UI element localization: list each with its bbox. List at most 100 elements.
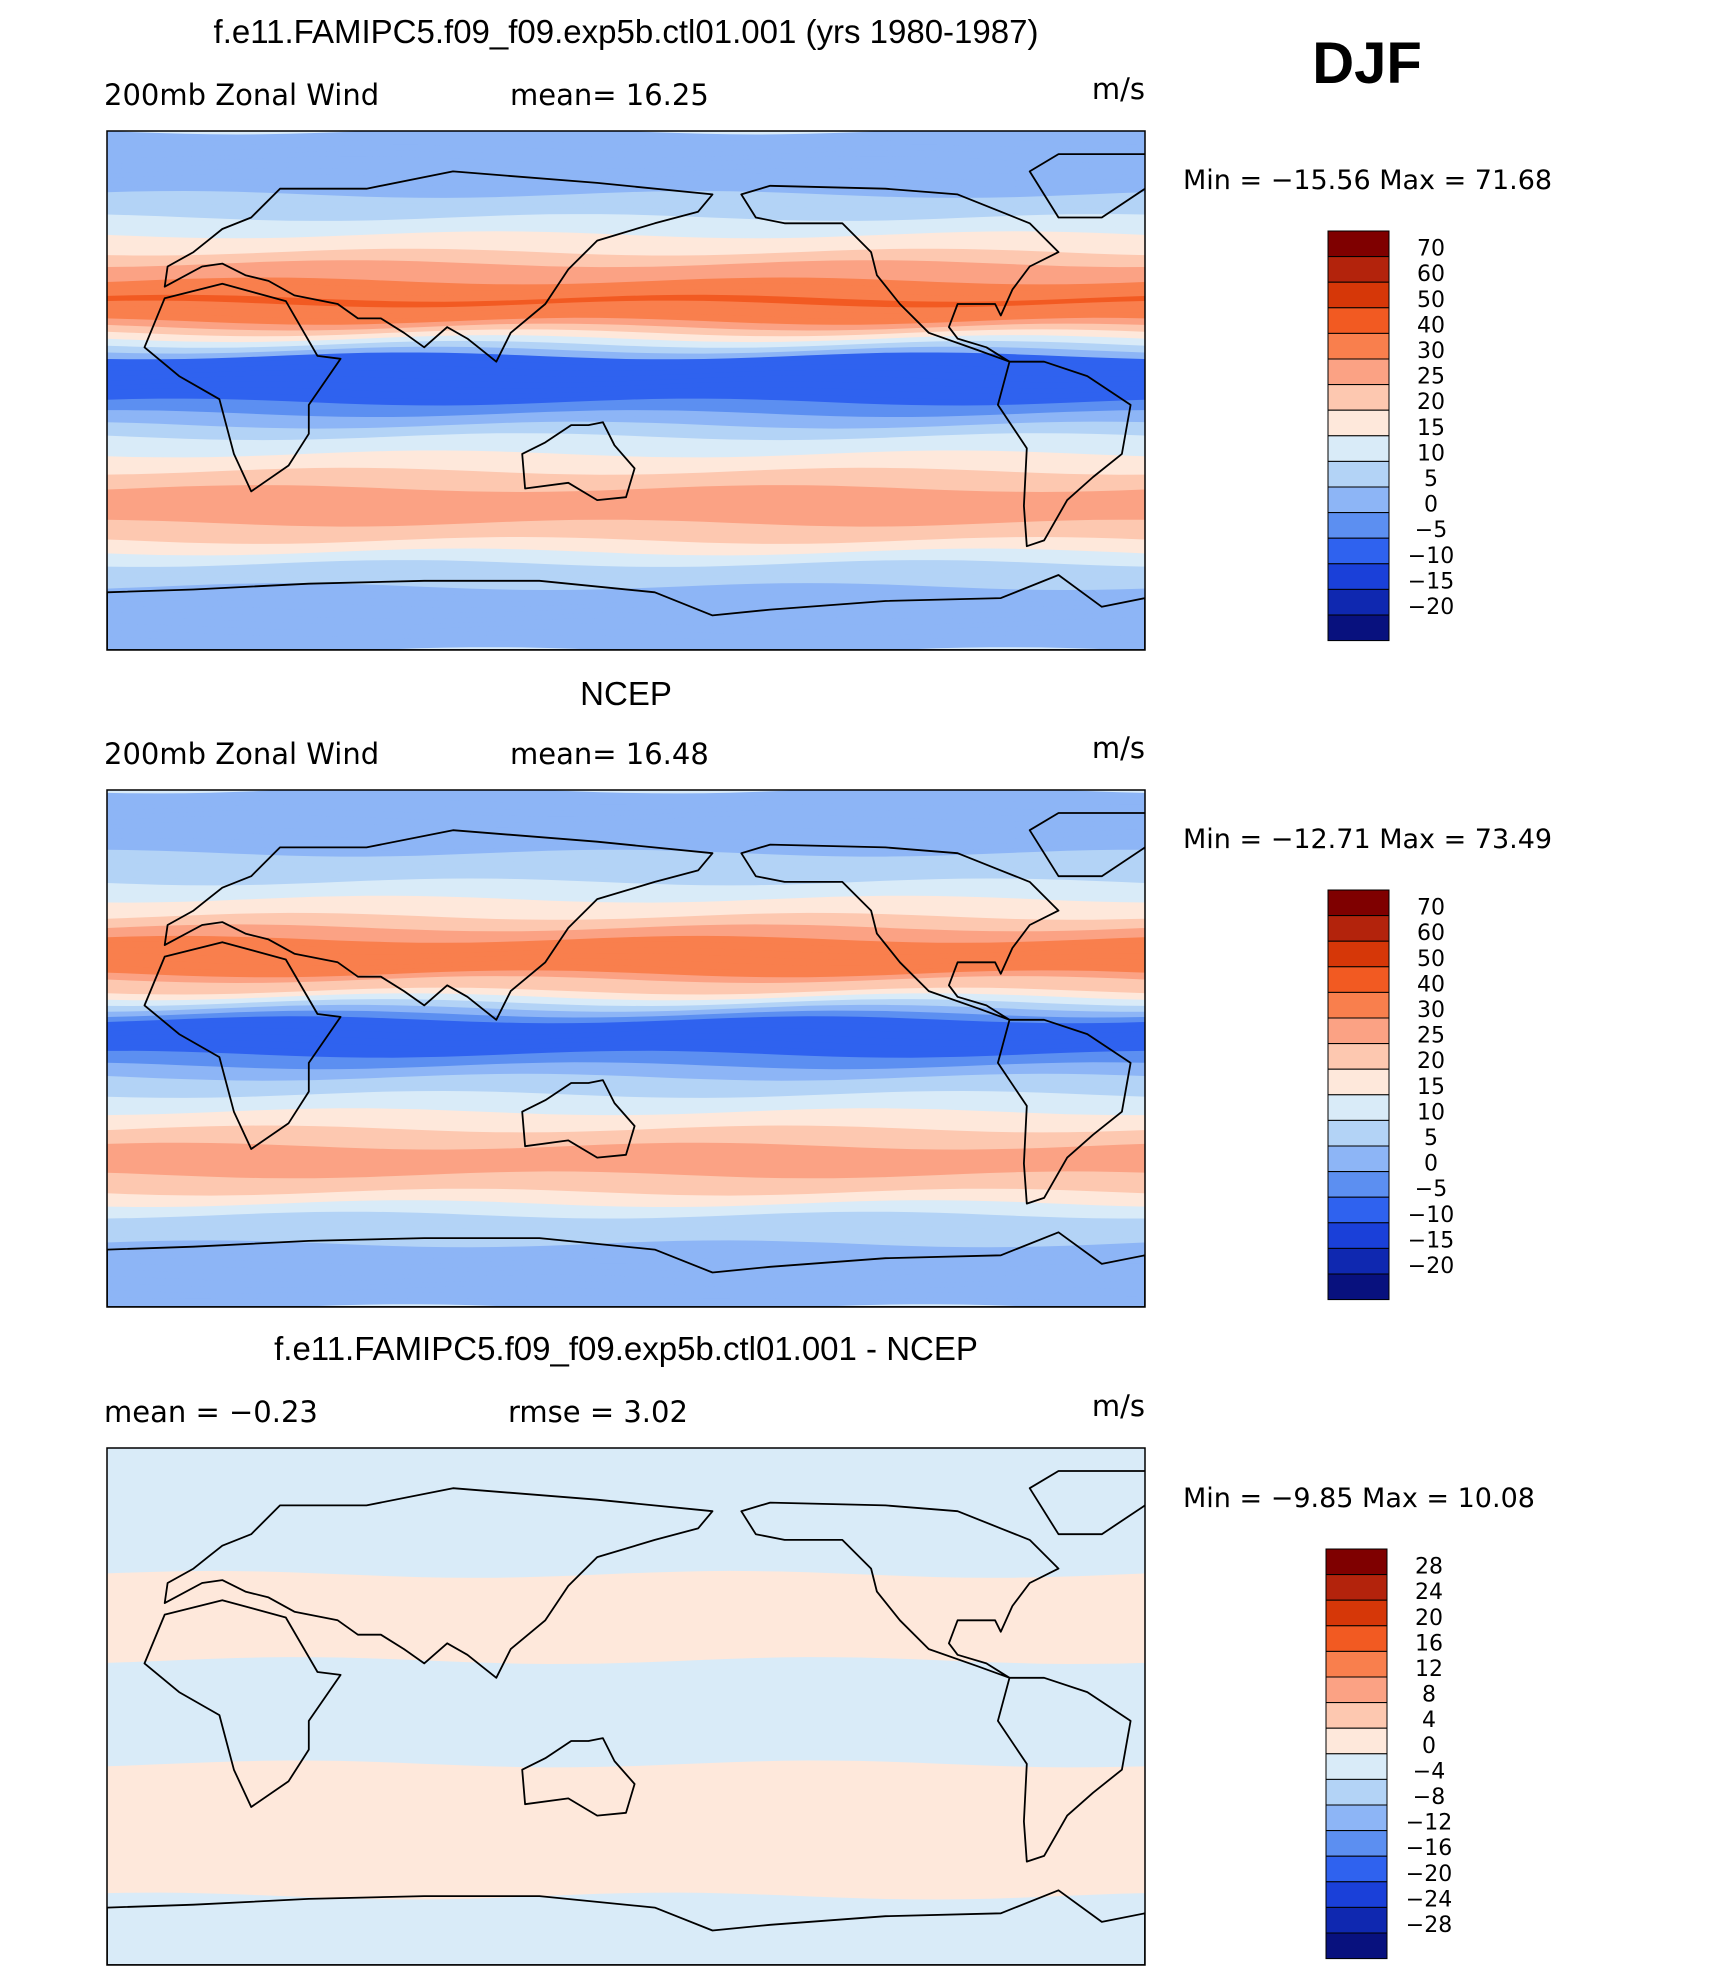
contour-band xyxy=(107,1685,1145,1699)
contour-band xyxy=(107,323,1145,337)
contour-band xyxy=(107,1927,1145,1941)
contour-band xyxy=(107,1932,1145,1947)
minmax-label: Min = −12.71 Max = 73.49 xyxy=(1183,824,1552,855)
contour-band xyxy=(107,1205,1145,1220)
contour-band xyxy=(107,872,1145,886)
colorbar-tick-label: −4 xyxy=(1413,1759,1445,1784)
coastline xyxy=(163,829,714,1021)
contour-band xyxy=(107,1251,1145,1266)
contour-band xyxy=(107,1079,1145,1093)
contour-band xyxy=(107,844,1145,858)
contour-band xyxy=(107,1616,1145,1631)
panel-units-label: m/s xyxy=(1092,731,1145,765)
contour-band xyxy=(107,185,1145,199)
contour-band xyxy=(107,1045,1145,1059)
contour-band xyxy=(107,1651,1145,1665)
contour-band xyxy=(107,1588,1145,1602)
colorbar-swatch xyxy=(1325,1855,1388,1883)
contour-band xyxy=(107,352,1145,366)
contour-band xyxy=(107,1789,1145,1803)
colorbar-swatch xyxy=(1327,332,1390,360)
colorbar-tick-label: 24 xyxy=(1415,1580,1443,1605)
map-frame xyxy=(106,789,1146,1308)
contour-band xyxy=(107,1456,1145,1470)
contour-band xyxy=(107,1148,1145,1162)
contour-band xyxy=(107,283,1145,297)
colorbar-swatch xyxy=(1327,614,1390,642)
colorbar-tick-label: −20 xyxy=(1408,1254,1454,1279)
colorbar-swatch xyxy=(1327,1043,1390,1070)
colorbar-swatch xyxy=(1325,1804,1388,1832)
contour-band xyxy=(107,387,1145,401)
contour-band xyxy=(107,1223,1145,1237)
contour-band xyxy=(107,231,1145,245)
contour-band xyxy=(107,855,1145,869)
contour-band xyxy=(107,1898,1145,1912)
contour-band xyxy=(107,456,1145,470)
panel-mean-label: mean= 16.25 xyxy=(510,78,709,112)
coastline xyxy=(163,170,714,363)
coastline xyxy=(740,843,1060,1021)
colorbar-tick-label: −15 xyxy=(1408,569,1454,594)
colorbar-tick-label: 40 xyxy=(1417,972,1445,997)
contour-band xyxy=(107,1840,1145,1855)
contour-band xyxy=(107,1605,1145,1619)
colorbar-swatch xyxy=(1327,512,1390,539)
colorbar-swatch xyxy=(1327,1094,1390,1121)
contour-band xyxy=(107,1703,1145,1717)
panel-diff: f.e11.FAMIPC5.f09_f09.exp5b.ctl01.001 - … xyxy=(104,1330,1535,1966)
coastline xyxy=(521,421,636,501)
contour-band xyxy=(107,1737,1145,1751)
contour-band xyxy=(107,612,1145,626)
contour-band xyxy=(107,531,1145,545)
contour-band xyxy=(107,1582,1145,1596)
contour-band xyxy=(107,254,1145,268)
colorbar-swatch xyxy=(1327,563,1390,590)
colorbar-swatch xyxy=(1325,1548,1388,1576)
contour-band xyxy=(107,542,1145,556)
panel-title: NCEP xyxy=(580,675,672,712)
coastline xyxy=(997,1676,1132,1863)
contour-band xyxy=(107,1760,1145,1774)
colorbar-swatch xyxy=(1327,460,1390,488)
contour-band xyxy=(107,144,1145,159)
contour-band xyxy=(107,467,1145,482)
contour-band xyxy=(107,340,1145,355)
contour-band xyxy=(107,1280,1145,1294)
contour-band xyxy=(107,1772,1145,1786)
colorbar-swatch xyxy=(1325,1830,1388,1857)
contour-band xyxy=(107,392,1145,407)
colorbar-swatch xyxy=(1327,230,1390,258)
contour-band xyxy=(107,1548,1145,1562)
coastline xyxy=(521,1079,636,1159)
colorbar-tick-label: 60 xyxy=(1417,262,1445,287)
contour-band xyxy=(107,1599,1145,1613)
contour-band xyxy=(107,1818,1145,1832)
contour-band xyxy=(107,1211,1145,1225)
colorbar-tick-label: 50 xyxy=(1417,947,1445,972)
colorbar-tick-label: 0 xyxy=(1422,1734,1436,1759)
contour-band xyxy=(107,1154,1145,1168)
contour-band xyxy=(107,1662,1145,1677)
contour-band xyxy=(107,1177,1145,1191)
contour-band xyxy=(107,821,1145,835)
contour-band xyxy=(107,1114,1145,1128)
colorbar-tick-label: 5 xyxy=(1424,467,1438,492)
contour-band xyxy=(107,1119,1145,1133)
contour-band xyxy=(107,918,1145,932)
contour-band xyxy=(107,1502,1145,1516)
colorbar-tick-label: 20 xyxy=(1415,1606,1443,1631)
contour-band xyxy=(107,1016,1145,1030)
panel-units-label: m/s xyxy=(1092,72,1145,106)
colorbar-swatch xyxy=(1327,1222,1390,1249)
contour-band xyxy=(107,248,1145,262)
contour-band xyxy=(107,964,1145,978)
colorbar-tick-label: −10 xyxy=(1408,1203,1454,1228)
contour-band xyxy=(107,260,1145,274)
contour-band xyxy=(107,1257,1145,1271)
contour-band xyxy=(107,577,1145,591)
contour-band xyxy=(107,792,1145,806)
contour-band xyxy=(107,306,1145,320)
contour-map xyxy=(107,1448,1145,1965)
